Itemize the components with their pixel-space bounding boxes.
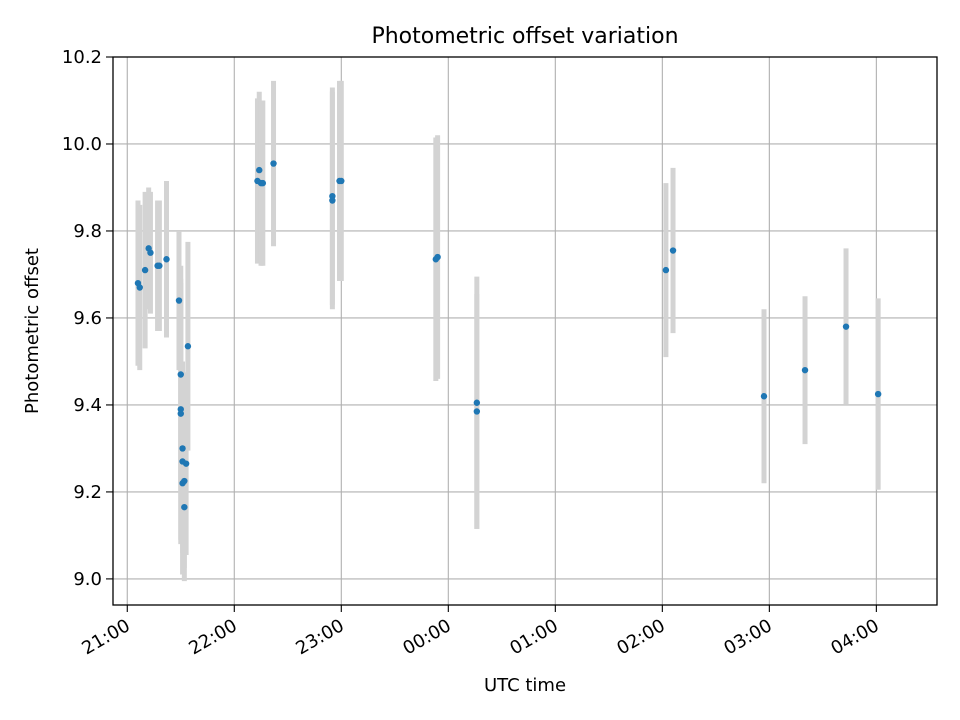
data-point — [259, 179, 267, 187]
data-point — [175, 297, 183, 304]
data-point — [184, 343, 192, 350]
chart-title: Photometric offset variation — [371, 24, 678, 49]
grid — [113, 56, 937, 605]
data-point — [338, 177, 345, 185]
data-point — [669, 247, 677, 254]
data-point — [329, 192, 336, 200]
data-point — [473, 399, 481, 406]
data-point — [156, 262, 163, 269]
data-point — [181, 503, 188, 511]
y-axis: 9.0 9.2 9.4 9.6 9.8 10.0 10.2 — [62, 47, 113, 590]
y-axis-label: Photometric offset — [22, 248, 43, 414]
y-tick-label: 10.0 — [62, 134, 102, 155]
data-point — [147, 249, 154, 256]
data-point — [256, 166, 263, 174]
y-tick-label: 10.2 — [62, 47, 102, 68]
data-point — [760, 393, 768, 400]
y-tick-label: 9.8 — [73, 221, 102, 242]
plot-frame — [112, 56, 938, 606]
data-points — [134, 160, 882, 511]
data-point — [270, 160, 277, 167]
data-point — [179, 445, 186, 452]
data-point — [434, 253, 441, 261]
data-point — [177, 410, 184, 417]
data-point — [874, 390, 882, 398]
y-tick-label: 9.2 — [73, 482, 102, 503]
data-point — [136, 284, 143, 291]
data-point — [177, 371, 184, 378]
y-tick-label: 9.6 — [73, 308, 102, 329]
x-axis-label: UTC time — [484, 675, 566, 696]
data-point — [801, 366, 809, 374]
data-point — [842, 323, 850, 330]
data-point — [662, 266, 670, 274]
data-point — [182, 460, 190, 467]
data-point — [163, 256, 170, 263]
data-point — [181, 477, 188, 485]
y-tick-label: 9.4 — [73, 395, 102, 416]
data-point — [141, 266, 149, 274]
data-point — [473, 408, 481, 415]
y-tick-label: 9.0 — [73, 569, 102, 590]
